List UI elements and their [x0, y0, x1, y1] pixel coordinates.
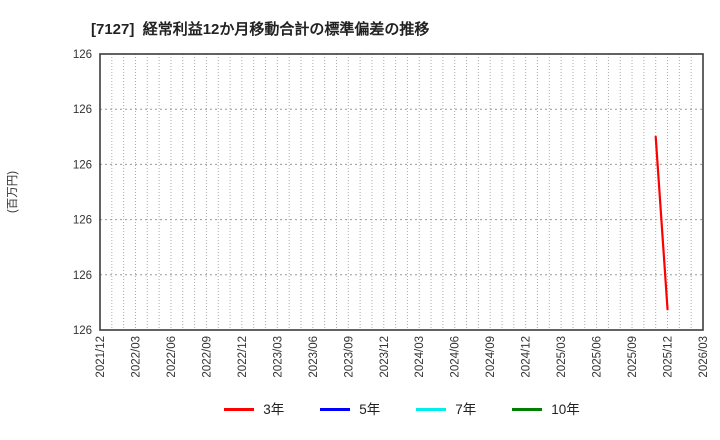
legend-label: 7年 [455, 402, 477, 417]
x-tick-label: 2023/06 [308, 336, 320, 378]
legend-line-swatch-0 [224, 408, 255, 412]
legend-line-swatch-1 [320, 408, 351, 412]
x-tick-label: 2022/12 [237, 336, 249, 378]
y-axis-tick-labels: 126 126 126 126 126 126 [73, 49, 92, 337]
x-tick-label: 2023/09 [343, 336, 355, 378]
x-tick-label: 2022/09 [201, 336, 213, 378]
y-tick-label: 126 [73, 49, 92, 61]
y-tick-label: 126 [73, 215, 92, 227]
legend-item-0: 3年 [224, 403, 284, 417]
y-tick-label: 126 [73, 159, 92, 171]
plot-border [99, 53, 704, 331]
x-tick-label: 2026/03 [698, 336, 710, 378]
x-tick-label: 2025/09 [627, 336, 639, 378]
gridlines [100, 54, 703, 330]
x-tick-label: 2023/03 [272, 336, 284, 378]
x-tick-label: 2023/12 [379, 336, 391, 378]
legend-line-swatch-3 [512, 408, 543, 412]
x-tick-label: 2024/12 [521, 336, 533, 378]
y-axis-unit-label: (百万円) [7, 171, 19, 213]
y-tick-label: 126 [73, 104, 92, 116]
legend-line-swatch-2 [416, 408, 447, 412]
legend-label: 10年 [551, 402, 580, 417]
series-line-0 [654, 135, 669, 311]
legend: 3年 5年 7年 10年 [100, 403, 704, 417]
chart-title: [7127] 経常利益12か月移動合計の標準偏差の推移 [91, 21, 430, 38]
series-lines [654, 135, 669, 311]
legend-item-3: 10年 [512, 403, 580, 417]
legend-item-2: 7年 [416, 403, 476, 417]
x-tick-label: 2024/06 [450, 336, 462, 378]
x-tick-label: 2025/12 [663, 336, 675, 378]
y-tick-label: 126 [73, 325, 92, 337]
legend-label: 3年 [263, 402, 285, 417]
x-tick-label: 2025/03 [556, 336, 568, 378]
x-tick-label: 2025/06 [592, 336, 604, 378]
x-tick-label: 2024/09 [485, 336, 497, 378]
legend-label: 5年 [359, 402, 381, 417]
y-tick-label: 126 [73, 270, 92, 282]
legend-item-1: 5年 [320, 403, 380, 417]
x-tick-label: 2022/03 [130, 336, 142, 378]
x-tick-label: 2024/03 [414, 336, 426, 378]
x-tick-label: 2021/12 [95, 336, 107, 378]
x-axis-tick-labels: 2021/12 2022/03 2022/06 2022/09 2022/12 2023/… [95, 336, 710, 378]
x-tick-label: 2022/06 [166, 336, 178, 378]
